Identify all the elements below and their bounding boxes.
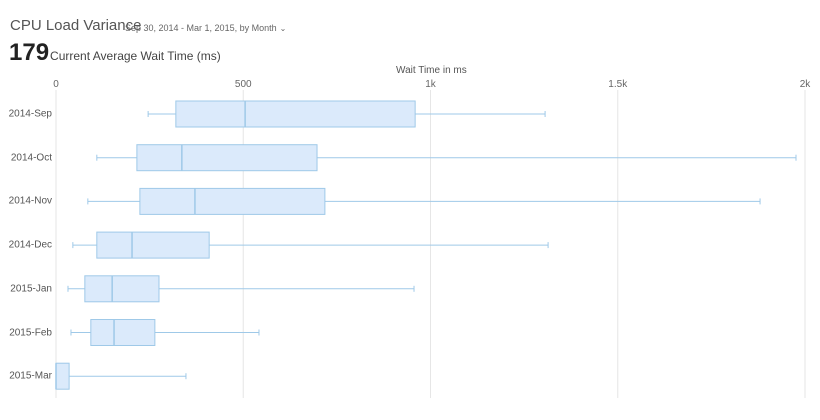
kpi-summary: 179Current Average Wait Time (ms): [9, 39, 221, 67]
chart-title: CPU Load Variance: [10, 17, 142, 34]
x-axis-title: Wait Time in ms: [396, 65, 467, 76]
y-category-label: 2015-Jan: [10, 283, 52, 295]
date-range-selector[interactable]: Sep 30, 2014 - Mar 1, 2015, by Month ⌄: [125, 23, 286, 33]
x-tick-label: 0: [53, 79, 59, 90]
kpi-value: 179: [9, 39, 50, 66]
kpi-label: Current Average Wait Time (ms): [50, 49, 221, 63]
y-category-label: 2015-Feb: [9, 327, 52, 338]
x-tick-label: 2k: [799, 79, 811, 90]
box: [84, 275, 160, 303]
box: [90, 319, 156, 346]
x-tick-label: 1k: [425, 79, 436, 90]
y-category-label: 2014-Oct: [10, 152, 52, 164]
box: [55, 362, 70, 390]
box: [96, 231, 210, 259]
box: [136, 144, 318, 172]
y-category-label: 2014-Sep: [8, 108, 52, 120]
date-range-label: Sep 30, 2014 - Mar 1, 2015, by Month: [125, 23, 277, 33]
box: [175, 100, 416, 128]
y-category-label: 2014-Nov: [8, 195, 52, 207]
y-category-label: 2014-Dec: [8, 239, 52, 251]
x-tick-label: 1.5k: [608, 79, 628, 90]
x-tick-label: 500: [234, 79, 252, 90]
box: [139, 187, 326, 215]
chevron-down-icon: ⌄: [279, 24, 287, 33]
y-category-label: 2015-Mar: [9, 370, 52, 382]
